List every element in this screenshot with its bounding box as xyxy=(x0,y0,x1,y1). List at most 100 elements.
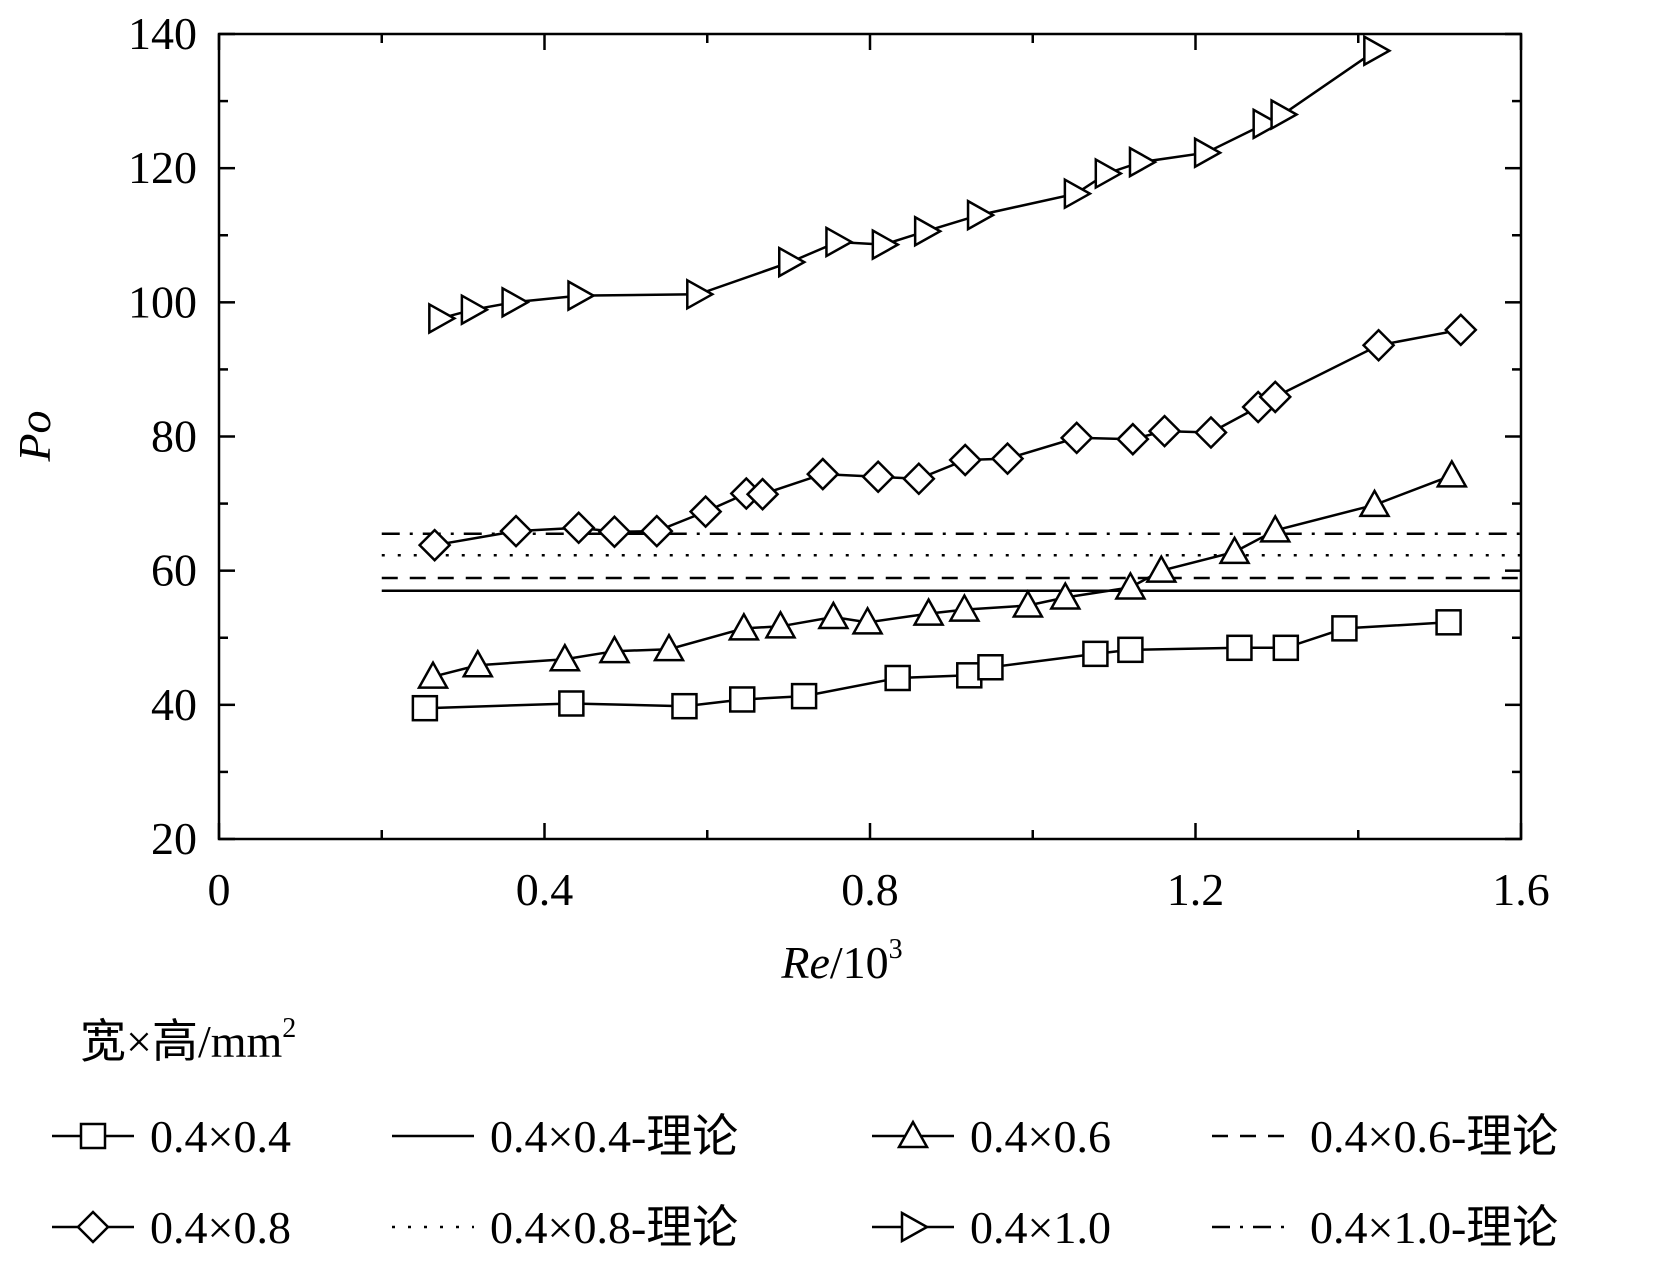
data-point xyxy=(790,682,818,710)
data-point xyxy=(597,514,632,549)
y-tick-label: 140 xyxy=(128,8,197,59)
data-point xyxy=(1094,157,1124,190)
data-point xyxy=(896,1119,930,1149)
plot-frame xyxy=(217,32,1523,841)
data-point xyxy=(1049,580,1082,610)
legend-title: 宽×高/mm2 xyxy=(80,1013,296,1067)
data-point xyxy=(948,443,982,477)
legend-title-sup: 2 xyxy=(282,1013,296,1044)
x-tick-labels: 0 0.4 0.8 1.2 1.6 xyxy=(208,864,1550,915)
data-point xyxy=(1361,328,1396,363)
data-point xyxy=(806,457,840,491)
data-point xyxy=(76,1210,110,1244)
data-point xyxy=(1252,107,1282,141)
data-point xyxy=(1063,177,1093,210)
series-line xyxy=(434,328,1462,547)
data-point xyxy=(1258,380,1293,414)
legend-item: 0.4×0.8 xyxy=(52,1202,291,1253)
legend-item: 0.4×0.4 xyxy=(52,1111,291,1162)
data-point xyxy=(1270,98,1300,131)
series-lines xyxy=(424,49,1462,710)
data-point xyxy=(948,593,981,622)
legend-item: 0.4×0.6 xyxy=(872,1111,1111,1162)
y-tick-label: 60 xyxy=(151,545,197,596)
data-point xyxy=(1116,422,1150,456)
data-point xyxy=(913,215,943,248)
data-point xyxy=(461,648,494,678)
x-tick-label: 0.8 xyxy=(841,864,899,915)
data-point xyxy=(79,1122,107,1150)
legend-label: 0.4×0.8-理论 xyxy=(490,1202,738,1253)
legend-item: 0.4×1.0-理论 xyxy=(1212,1202,1558,1253)
data-point xyxy=(1059,421,1094,455)
data-point xyxy=(548,642,581,672)
data-point xyxy=(817,600,850,630)
data-point xyxy=(1444,313,1478,347)
legend-label: 0.4×1.0-理论 xyxy=(1310,1202,1558,1253)
legend-label: 0.4×0.4-理论 xyxy=(490,1111,738,1162)
y-tick-label: 120 xyxy=(128,142,197,193)
data-point xyxy=(1218,535,1251,565)
x-tick-label: 0.4 xyxy=(516,864,574,915)
x-tick-label: 0 xyxy=(208,864,231,915)
data-point xyxy=(1226,634,1253,662)
legend-item: 0.4×0.4-理论 xyxy=(392,1111,738,1162)
data-point xyxy=(851,605,884,635)
data-point xyxy=(652,632,686,662)
data-point xyxy=(417,528,452,562)
data-point xyxy=(871,228,901,261)
y-tick-label: 100 xyxy=(128,276,197,327)
data-point xyxy=(558,690,585,717)
data-point xyxy=(1194,415,1228,450)
data-point xyxy=(728,686,756,713)
x-axis-label-rest: /10 xyxy=(830,937,889,988)
data-point xyxy=(501,286,531,319)
data-point xyxy=(966,198,996,232)
data-point xyxy=(1358,488,1391,518)
data-point xyxy=(567,279,597,312)
x-tick-label: 1.2 xyxy=(1167,864,1225,915)
legend-item: 0.4×0.8-理论 xyxy=(392,1202,738,1253)
data-point xyxy=(428,302,457,335)
data-point xyxy=(1117,636,1144,664)
data-point xyxy=(1435,458,1468,488)
data-point xyxy=(902,461,936,496)
data-point xyxy=(1128,145,1158,179)
data-point xyxy=(1272,634,1300,662)
x-axis-label-sup: 3 xyxy=(889,934,903,965)
data-point xyxy=(990,441,1025,476)
data-point xyxy=(499,514,533,548)
data-point xyxy=(671,692,698,720)
data-point xyxy=(1331,615,1358,642)
x-axis-label-italic: Re xyxy=(780,937,830,988)
legend: 0.4×0.4 0.4×0.4-理论 0.4×0.6 0.4×0.6-理论 0.4×0.… xyxy=(52,1111,1558,1253)
legend-label: 0.4×1.0 xyxy=(970,1202,1111,1253)
legend-label: 0.4×0.4 xyxy=(150,1111,291,1162)
y-tick-labels: 20 40 60 80 100 120 140 xyxy=(128,8,197,864)
data-point xyxy=(977,654,1004,681)
y-tick-label: 20 xyxy=(151,813,197,864)
legend-label: 0.4×0.6 xyxy=(970,1111,1111,1162)
data-point xyxy=(1082,640,1109,668)
data-point xyxy=(1363,34,1392,67)
y-tick-label: 80 xyxy=(151,411,197,462)
data-point xyxy=(561,510,596,545)
data-point xyxy=(416,660,450,689)
data-point xyxy=(900,1210,930,1244)
data-point xyxy=(727,611,761,641)
data-point xyxy=(912,597,945,626)
y-tick-label: 40 xyxy=(151,679,197,730)
data-point xyxy=(688,494,723,529)
series-line xyxy=(439,49,1377,320)
data-point xyxy=(1011,588,1045,618)
data-point xyxy=(884,664,911,692)
legend-item: 0.4×1.0 xyxy=(872,1202,1111,1253)
data-point xyxy=(1259,513,1292,543)
data-point xyxy=(460,293,490,326)
data-point xyxy=(686,278,715,311)
data-point xyxy=(778,245,807,279)
data-point xyxy=(1435,609,1462,636)
y-axis-label: Po xyxy=(9,410,60,462)
data-point xyxy=(1147,414,1182,448)
